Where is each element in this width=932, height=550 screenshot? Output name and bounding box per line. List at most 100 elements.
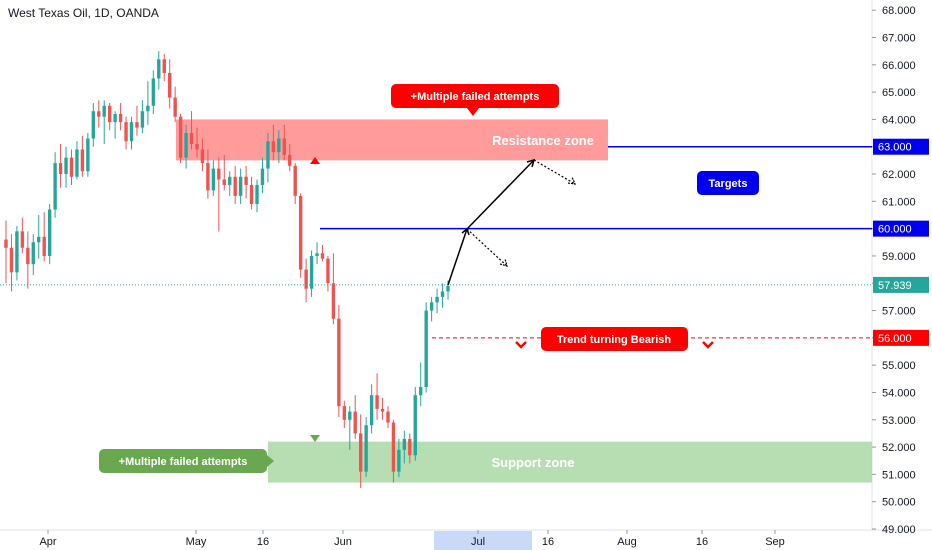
- candle-body[interactable]: [222, 179, 226, 185]
- candle-body[interactable]: [424, 310, 428, 388]
- time-axis[interactable]: Apr May 16 Jun Jul 16 Aug 16 Sep: [39, 530, 785, 550]
- candle-body[interactable]: [304, 269, 308, 289]
- candle-body[interactable]: [342, 406, 347, 420]
- candle-body[interactable]: [348, 411, 352, 420]
- candle-body[interactable]: [244, 176, 248, 185]
- candle-body[interactable]: [238, 176, 243, 196]
- candle-body[interactable]: [69, 157, 74, 177]
- candle-body[interactable]: [228, 176, 232, 185]
- candle-body[interactable]: [113, 113, 117, 123]
- candle-body[interactable]: [440, 291, 445, 297]
- candle-body[interactable]: [337, 318, 341, 407]
- candle-body[interactable]: [47, 209, 52, 256]
- candle-body[interactable]: [266, 141, 270, 169]
- candle-body[interactable]: [15, 231, 19, 273]
- y-tick-label: 62.000: [882, 169, 916, 181]
- candle-body[interactable]: [146, 105, 150, 112]
- bearish-price-tag-label: 56.000: [878, 333, 912, 345]
- candle-body[interactable]: [75, 149, 79, 177]
- candle-body[interactable]: [80, 149, 85, 172]
- candle-body[interactable]: [233, 176, 237, 196]
- candle-body[interactable]: [184, 133, 188, 158]
- candle-body[interactable]: [271, 141, 276, 153]
- candle-body[interactable]: [446, 285, 450, 292]
- candle-body[interactable]: [402, 438, 407, 450]
- candlesticks[interactable]: [4, 51, 450, 489]
- callout-pointer: [267, 455, 274, 467]
- candle-body[interactable]: [397, 449, 401, 472]
- candle-body[interactable]: [260, 168, 265, 185]
- candle-body[interactable]: [178, 116, 183, 158]
- candle-body[interactable]: [288, 154, 292, 166]
- candle-body[interactable]: [107, 105, 112, 123]
- candle-body[interactable]: [408, 438, 412, 456]
- candle-body[interactable]: [58, 163, 63, 175]
- candle-body[interactable]: [151, 78, 156, 106]
- candle-body[interactable]: [4, 239, 8, 248]
- targets-callout-text: Targets: [709, 178, 748, 190]
- candle-body[interactable]: [86, 138, 90, 172]
- callout-pointer: [467, 108, 479, 116]
- candle-body[interactable]: [37, 236, 41, 243]
- candle-body[interactable]: [282, 138, 286, 155]
- candle-body[interactable]: [26, 247, 30, 265]
- candle-body[interactable]: [413, 395, 417, 456]
- candle-body[interactable]: [375, 395, 379, 409]
- candle-body[interactable]: [255, 184, 259, 205]
- candle-body[interactable]: [189, 133, 194, 144]
- candle-body[interactable]: [206, 163, 210, 191]
- candle-body[interactable]: [129, 122, 134, 142]
- last-price-tag: [873, 276, 929, 293]
- candle-body[interactable]: [315, 253, 319, 256]
- candle-body[interactable]: [168, 72, 172, 98]
- y-tick-label: 61.000: [882, 196, 916, 208]
- candle-body[interactable]: [211, 168, 216, 191]
- candle-body[interactable]: [31, 242, 35, 265]
- candle-body[interactable]: [102, 105, 106, 117]
- candle-body[interactable]: [249, 184, 254, 205]
- candle-body[interactable]: [298, 195, 303, 270]
- candle-body[interactable]: [124, 122, 128, 142]
- candle-body[interactable]: [391, 422, 396, 472]
- candle-body[interactable]: [386, 411, 390, 423]
- candle-body[interactable]: [9, 247, 14, 273]
- candle-body[interactable]: [42, 236, 46, 256]
- candle-body[interactable]: [353, 411, 357, 434]
- candle-body[interactable]: [364, 425, 368, 472]
- price-axis[interactable]: 49.000 50.000 51.000 52.000 53.000 54.000 55.0…: [872, 5, 929, 536]
- candle-body[interactable]: [277, 138, 281, 153]
- candle-body[interactable]: [200, 149, 205, 164]
- candle-body[interactable]: [91, 111, 96, 139]
- candle-body[interactable]: [419, 387, 423, 396]
- candle-body[interactable]: [320, 253, 325, 259]
- candle-body[interactable]: [20, 231, 25, 248]
- candle-body[interactable]: [157, 59, 161, 79]
- candle-body[interactable]: [293, 165, 297, 196]
- candle-body[interactable]: [195, 143, 199, 150]
- candle-body[interactable]: [162, 59, 166, 73]
- candle-body[interactable]: [358, 433, 363, 472]
- candle-body[interactable]: [380, 408, 385, 412]
- candle-body[interactable]: [309, 255, 314, 289]
- candle-body[interactable]: [326, 258, 330, 284]
- resistance-zone: [176, 119, 608, 161]
- candle-body[interactable]: [135, 122, 139, 128]
- candle-body[interactable]: [140, 111, 145, 128]
- candle-body[interactable]: [331, 283, 336, 319]
- y-tick-label: 65.000: [882, 87, 916, 99]
- candle-body[interactable]: [64, 157, 68, 175]
- candle-body[interactable]: [173, 97, 177, 117]
- candle-body[interactable]: [53, 163, 57, 210]
- candle-body[interactable]: [435, 296, 439, 303]
- y-tick-label: 49.000: [882, 524, 916, 536]
- candle-body[interactable]: [97, 111, 101, 117]
- last-price-tag-label: 57.939: [878, 280, 912, 292]
- resistance-callout-text: +Multiple failed attempts: [411, 91, 540, 103]
- candle-body[interactable]: [217, 168, 221, 180]
- candle-body[interactable]: [369, 395, 374, 426]
- candle-body[interactable]: [429, 302, 434, 311]
- candle-body[interactable]: [118, 113, 123, 123]
- y-tick-label: 67.000: [882, 32, 916, 44]
- support-callout: [99, 449, 267, 473]
